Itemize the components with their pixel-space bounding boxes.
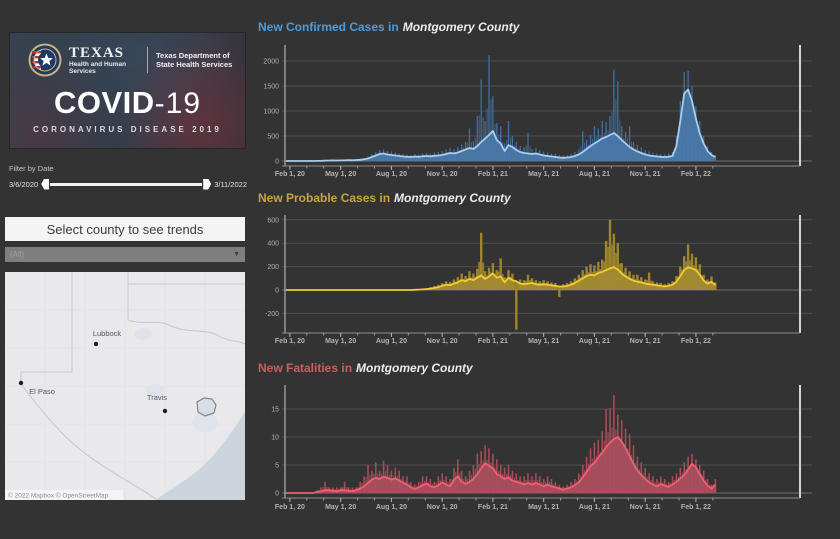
urban-area-patches [134,328,218,432]
y-axis-tick-label: 2000 [263,59,279,66]
city-dot[interactable] [93,341,99,347]
x-axis-tick-label: Nov 1, 21 [630,504,661,511]
x-axis-tick-label: Aug 1, 21 [579,171,610,178]
x-axis-tick-label: Aug 1, 21 [579,504,610,511]
slider-right-handle[interactable] [203,178,212,190]
chart-title-measure: New Fatalities in [258,361,353,375]
chart-title: New Confirmed Cases in Montgomery County [258,20,519,34]
chart-title: New Probable Cases in Montgomery County [258,191,511,205]
covid19-banner: TEXAS Health and Human Services Texas De… [10,33,245,148]
city-dot[interactable] [162,408,168,414]
chart-plot[interactable]: 0 500 1000 1500 2000 Feb 1, 20 May 1, 20 Aug 1,… [255,40,820,182]
x-axis-tick-label: Aug 1, 20 [376,338,407,345]
chart-plot[interactable]: -200 0 200 400 600 Feb 1, 20 May 1, 20 Aug 1, 2… [255,210,820,352]
city-label: Lubbock [93,329,122,338]
map-attribution[interactable]: © 2022 Mapbox © OpenStreetMap [8,492,109,500]
texas-hhs-wordmark: TEXAS Health and Human Services [69,44,141,75]
coronavirus-subtitle: CORONAVIRUS DISEASE 2019 [33,125,222,134]
x-axis-tick-label: May 1, 20 [325,504,356,511]
covid19-title: COVID-19 [53,85,202,120]
x-axis-tick-label: Feb 1, 20 [275,338,305,345]
y-axis-tick-label: 0 [275,491,279,498]
city-label: El Paso [29,387,55,396]
y-axis-tick-label: 500 [267,134,279,141]
city-label: Travis [147,393,167,402]
y-axis-tick-label: -200 [265,311,279,318]
slider-left-handle[interactable] [41,178,50,190]
city-dot[interactable] [18,380,24,386]
x-axis-tick-label: Nov 1, 20 [427,504,458,511]
chart-title-measure: New Probable Cases in [258,191,391,205]
texas-county-map[interactable]: Lubbock El Paso Travis © 2022 Mapbox © Ope… [5,272,246,501]
daily-bars [316,55,717,161]
x-axis-tick-label: Feb 1, 22 [681,171,711,178]
map-canvas[interactable]: Lubbock El Paso Travis © 2022 Mapbox © Ope… [5,272,246,501]
x-axis-tick-label: May 1, 20 [325,171,356,178]
texas-title: TEXAS [69,44,125,61]
chart-title-measure: New Confirmed Cases in [258,20,399,34]
y-axis-tick-label: 5 [275,463,279,470]
y-axis-tick-label: 600 [267,217,279,224]
x-axis-tick-label: Aug 1, 20 [376,504,407,511]
y-axis-tick-label: 400 [267,241,279,248]
chart-plot[interactable]: 0 5 10 15 Feb 1, 20 May 1, 20 Aug 1, 20 Nov 1, … [255,378,820,526]
date-range-slider: 3/6/2020 3/11/2022 [9,178,247,190]
avg-area-fill [286,89,716,161]
x-axis-tick-label: Nov 1, 21 [630,338,661,345]
county-dropdown[interactable]: (All) ▼ [5,247,245,262]
x-axis-tick-label: Feb 1, 21 [478,504,508,511]
x-axis-tick-label: Feb 1, 20 [275,171,305,178]
state-borders [20,272,246,501]
slider-track[interactable] [50,182,203,186]
moving-average-line [286,266,717,291]
x-axis-tick-label: Feb 1, 21 [478,338,508,345]
x-axis-tick-label: May 1, 21 [528,338,559,345]
x-axis-tick-label: May 1, 21 [528,504,559,511]
x-axis-tick-label: May 1, 20 [325,338,356,345]
x-axis-tick-label: Nov 1, 20 [427,171,458,178]
gulf-of-mexico-water [155,412,245,500]
y-axis-tick-label: 10 [271,435,279,442]
x-axis-tick-label: Nov 1, 20 [427,338,458,345]
map-grid [5,272,245,500]
attribution-strip [5,490,123,500]
x-axis-tick-label: Aug 1, 20 [376,171,407,178]
x-axis-tick-label: Feb 1, 21 [478,171,508,178]
x-axis-tick-label: Feb 1, 22 [681,338,711,345]
x-axis-tick-label: May 1, 21 [528,171,559,178]
hhs-subtitle: Health and Human Services [69,60,127,75]
chart-title-county: Montgomery County [394,191,511,205]
y-axis-tick-label: 0 [275,159,279,166]
y-axis-tick-label: 1000 [263,109,279,116]
dshs-wordmark: Texas Department of State Health Service… [156,51,233,69]
moving-average-line [286,436,717,494]
banner-divider [147,47,148,73]
y-axis-tick-label: 15 [271,407,279,414]
slider-end-value: 3/11/2022 [214,179,247,189]
slider-start-value: 3/6/2020 [9,179,39,189]
x-axis-tick-label: Aug 1, 21 [579,338,610,345]
moving-average-line [286,88,716,162]
montgomery-county-outline[interactable] [196,397,217,417]
y-axis-tick-label: 1500 [263,84,279,91]
chart-title: New Fatalities in Montgomery County [258,361,473,375]
x-axis-tick-label: Feb 1, 20 [275,504,305,511]
texas-hhs-seal-icon [28,43,62,77]
y-axis-tick-label: 0 [275,288,279,295]
filter-by-date-label: Filter by Date [9,164,54,173]
x-axis-tick-label: Nov 1, 21 [630,171,661,178]
avg-area-fill [286,267,716,290]
chevron-down-icon: ▼ [233,251,240,258]
map-city-markers: Lubbock El Paso Travis [18,329,168,414]
county-dropdown-value: (All) [10,250,25,259]
chart-title-county: Montgomery County [356,361,473,375]
y-axis-tick-label: 200 [267,264,279,271]
select-county-header: Select county to see trends [5,217,245,241]
x-axis-tick-label: Feb 1, 22 [681,504,711,511]
chart-title-county: Montgomery County [402,20,520,34]
